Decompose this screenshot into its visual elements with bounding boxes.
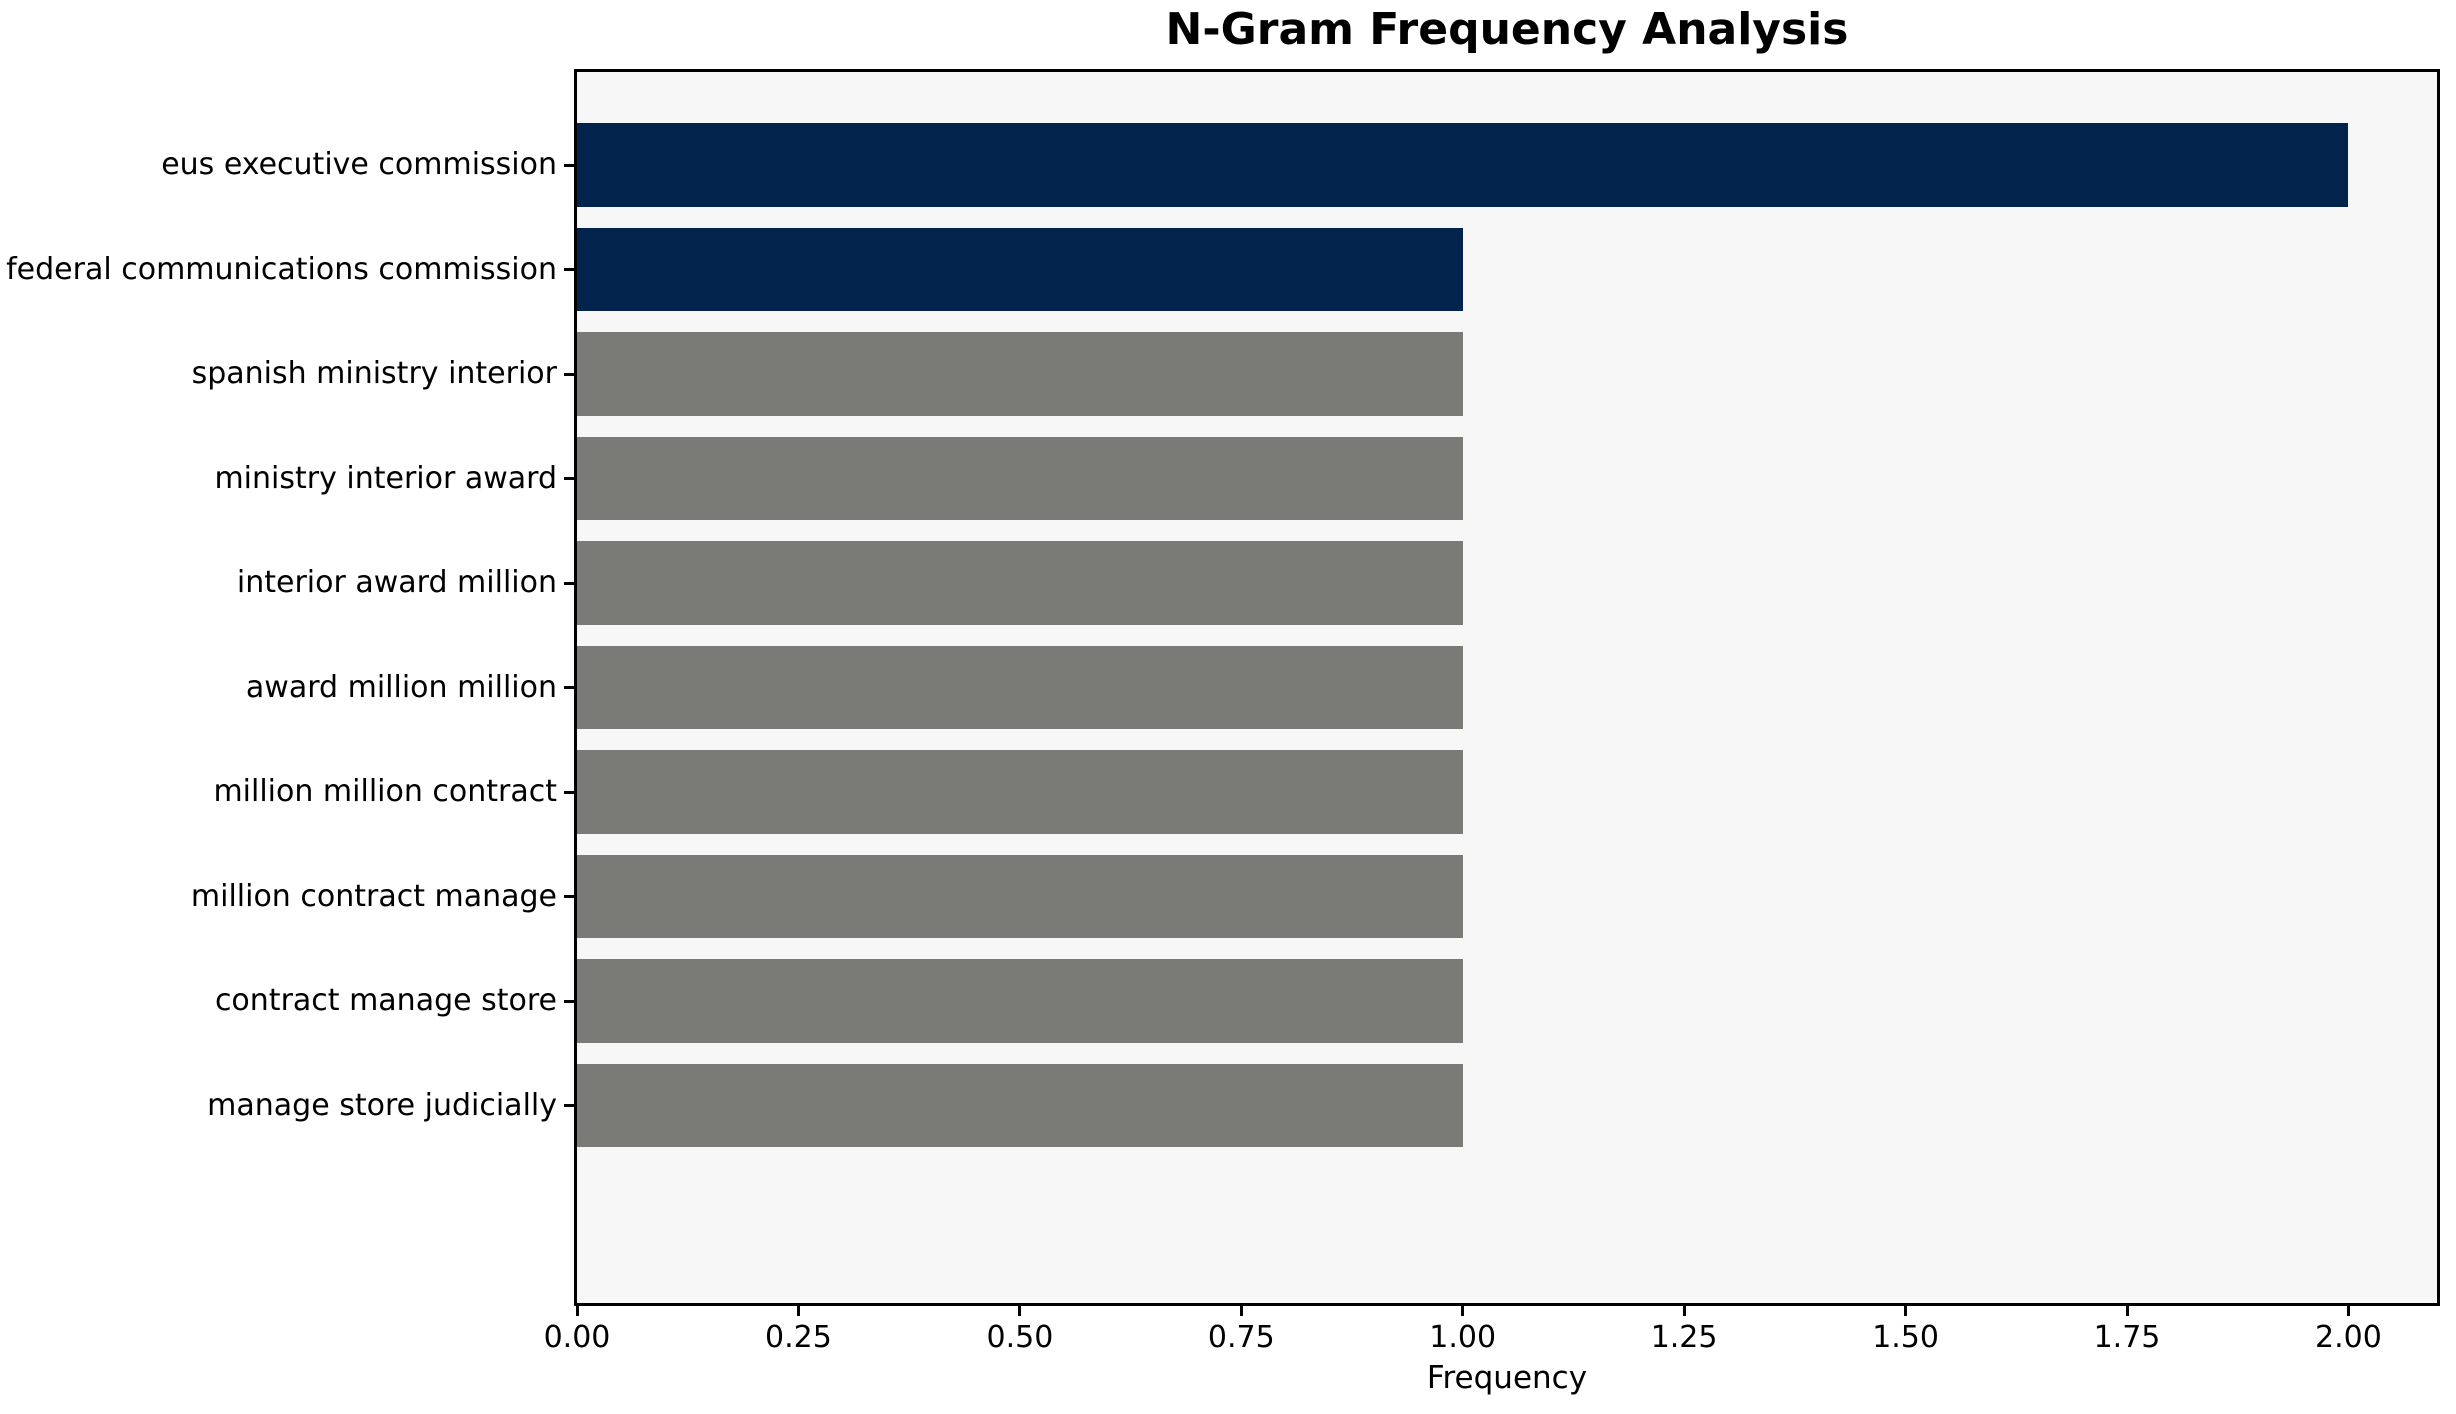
x-tick-label: 1.50 <box>1872 1320 1939 1355</box>
bar <box>577 959 1463 1043</box>
x-tick-label: 0.75 <box>1207 1320 1275 1355</box>
x-axis-label: Frequency <box>1426 1360 1588 1396</box>
y-tick-label: manage store judicially <box>207 1087 557 1123</box>
y-tick-mark <box>564 372 574 376</box>
y-tick-mark <box>564 163 574 167</box>
x-tick-mark <box>575 1306 579 1316</box>
plot-area <box>574 69 2440 1306</box>
bar <box>577 1063 1463 1148</box>
x-tick-label: 0.25 <box>764 1320 832 1355</box>
y-tick-label: interior award million <box>236 565 557 600</box>
bar <box>577 123 2349 207</box>
x-tick-label: 0.50 <box>986 1320 1054 1355</box>
y-tick-label: federal communications commission <box>6 251 557 287</box>
y-tick-mark <box>564 581 574 585</box>
y-tick-mark <box>564 790 574 794</box>
bar <box>577 750 1463 834</box>
x-tick-label: 0.00 <box>543 1320 611 1355</box>
x-tick-mark <box>2346 1306 2350 1316</box>
y-tick-mark <box>564 686 574 689</box>
x-tick-mark <box>1682 1306 1686 1316</box>
y-tick-mark <box>564 477 574 480</box>
x-tick-label: 1.75 <box>2093 1320 2161 1355</box>
x-tick-label: 1.25 <box>1650 1320 1718 1355</box>
y-tick-mark <box>564 1104 574 1107</box>
x-tick-mark <box>796 1306 800 1316</box>
y-tick-label: million million contract <box>213 774 557 809</box>
x-tick-mark <box>1239 1306 1243 1316</box>
y-tick-label: award million million <box>245 669 557 705</box>
y-tick-label: spanish ministry interior <box>191 356 557 391</box>
y-tick-label: million contract manage <box>190 878 557 914</box>
bar <box>577 854 1463 939</box>
x-tick-label: 2.00 <box>2314 1320 2382 1355</box>
y-tick-mark <box>564 895 574 898</box>
x-tick-mark <box>1904 1306 1908 1316</box>
y-tick-label: eus executive commission <box>161 147 557 182</box>
bar <box>577 332 1463 416</box>
y-tick-label: ministry interior award <box>214 460 557 496</box>
x-tick-mark <box>1018 1306 1022 1316</box>
chart-title: N-Gram Frequency Analysis <box>1165 4 1849 55</box>
x-tick-mark <box>2125 1306 2129 1316</box>
x-tick-label: 1.00 <box>1429 1320 1497 1355</box>
y-tick-mark <box>564 268 574 271</box>
x-tick-mark <box>1461 1306 1465 1316</box>
y-tick-mark <box>564 999 574 1003</box>
bar <box>577 227 1463 312</box>
bar <box>577 436 1463 521</box>
bar <box>577 645 1463 730</box>
bar <box>577 541 1463 625</box>
y-tick-label: contract manage store <box>214 983 557 1018</box>
